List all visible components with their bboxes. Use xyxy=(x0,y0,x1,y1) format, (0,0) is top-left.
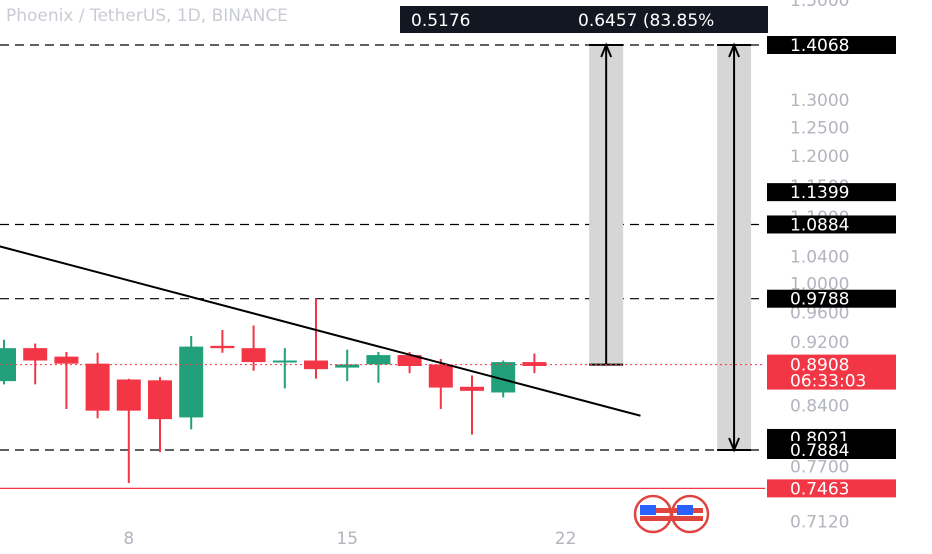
y-tick-label: 1.2000 xyxy=(790,147,849,167)
flag-stripes xyxy=(640,508,703,513)
price-label-text: 1.1399 xyxy=(790,183,849,203)
price-label-badge xyxy=(767,289,896,308)
candle-down[interactable] xyxy=(85,363,110,411)
candle-up[interactable] xyxy=(0,348,16,382)
price-label-text: 0.7463 xyxy=(790,479,849,499)
y-tick-label: 0.7120 xyxy=(790,512,849,532)
measure-change-readout: 0.6457 (83.85% xyxy=(578,11,714,31)
candle-down[interactable] xyxy=(428,364,453,388)
x-tick-label: 8 xyxy=(123,529,134,549)
y-tick-label: 1.3000 xyxy=(790,91,849,111)
current-price-text: 0.8908 xyxy=(790,356,849,376)
ohlc-tooltip-box xyxy=(400,6,768,33)
candle-down[interactable] xyxy=(210,345,235,349)
arrow-up-icon xyxy=(600,42,613,58)
price-label-badge xyxy=(767,479,896,498)
price-label-text: 1.0884 xyxy=(790,215,849,235)
arrow-up-icon xyxy=(728,42,741,58)
price-label-badge xyxy=(767,215,896,234)
price-label-badge xyxy=(767,441,896,459)
y-tick-label: 0.9200 xyxy=(790,333,849,353)
candle-down[interactable] xyxy=(148,380,172,420)
flag-icons[interactable] xyxy=(633,494,710,534)
candle-down[interactable] xyxy=(54,356,79,364)
candle-up[interactable] xyxy=(272,360,297,363)
time-axis: 8 15 22 xyxy=(123,529,576,549)
x-tick-label: 15 xyxy=(336,529,358,549)
y-tick-label: 0.7700 xyxy=(790,458,849,478)
overlays xyxy=(0,215,765,417)
arrow-down-icon xyxy=(728,437,741,453)
ohlc-open-value: 0.5176 xyxy=(411,11,470,31)
symbol-title: Phoenix / TetherUS, 1D, BINANCE xyxy=(6,6,288,26)
price-label-text: 1.4068 xyxy=(790,36,849,56)
candles xyxy=(0,298,547,484)
price-label-badge xyxy=(767,36,896,54)
x-tick-label: 22 xyxy=(555,529,577,549)
candle-down[interactable] xyxy=(522,362,547,367)
price-label-text: 0.9788 xyxy=(790,290,849,310)
flag-canton xyxy=(640,505,656,515)
candle-down[interactable] xyxy=(116,379,141,411)
us-flag-icon[interactable] xyxy=(670,494,710,534)
candle-down[interactable] xyxy=(23,348,48,361)
trendline[interactable] xyxy=(0,215,641,417)
measure-boxes xyxy=(589,42,752,453)
candle-down[interactable] xyxy=(397,355,422,367)
price-axis: 1.50001.30001.25001.20001.15001.10001.04… xyxy=(767,0,896,532)
y-tick-label: 0.9600 xyxy=(790,303,849,323)
current-price-badge xyxy=(767,354,896,390)
y-tick-label: 0.8400 xyxy=(790,397,849,417)
flag-canton xyxy=(677,505,693,515)
candle-down[interactable] xyxy=(241,348,266,363)
level-lines xyxy=(0,44,765,489)
flag-stripes xyxy=(640,516,703,521)
price-label-text: 0.7884 xyxy=(790,441,849,461)
candle-up[interactable] xyxy=(366,355,391,365)
candle-up[interactable] xyxy=(335,364,360,368)
bar-countdown-text: 06:33:03 xyxy=(790,372,866,392)
candle-down[interactable] xyxy=(460,386,484,391)
y-tick-label: 1.0400 xyxy=(790,247,849,267)
y-tick-label: 1.5000 xyxy=(790,0,849,11)
y-tick-label: 1.2500 xyxy=(790,119,849,139)
price-label-badge xyxy=(767,183,896,202)
candle-up[interactable] xyxy=(179,346,204,418)
